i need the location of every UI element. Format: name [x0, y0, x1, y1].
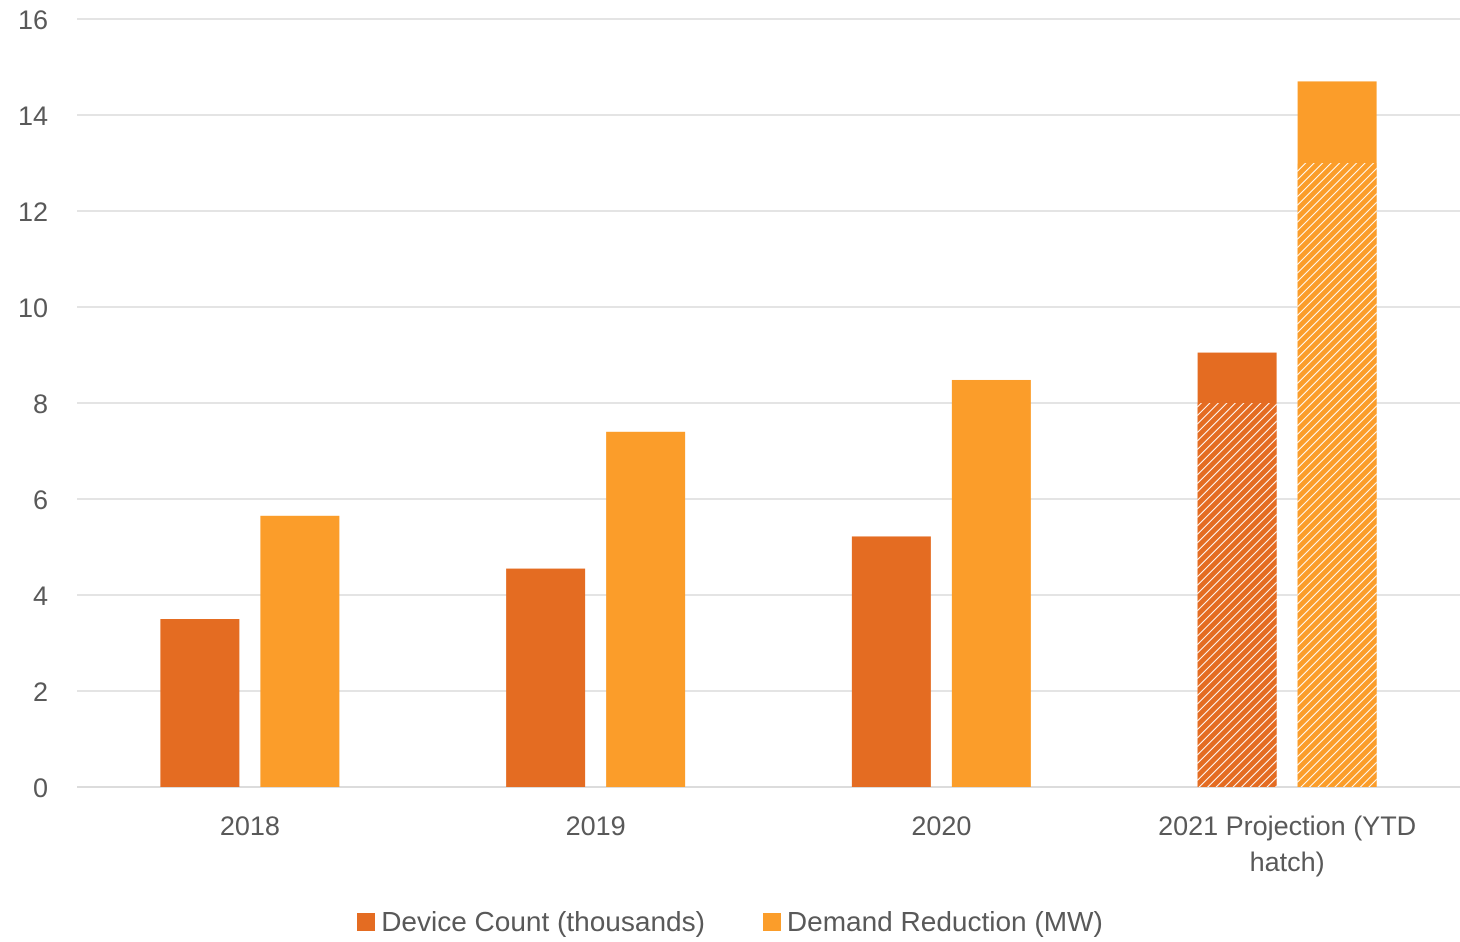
- legend: Device Count (thousands) Demand Reductio…: [0, 902, 1460, 942]
- bar-demand-reduction-mw-2018: [260, 515, 340, 787]
- bar-demand-reduction-mw-2019: [606, 431, 686, 787]
- x-tick-label-2020: 2020: [911, 811, 971, 841]
- y-tick-label-14: 14: [18, 101, 48, 131]
- legend-item-demand-reduction: Demand Reduction (MW): [762, 906, 1103, 938]
- y-tick-label-16: 16: [18, 5, 48, 35]
- y-tick-label-12: 12: [18, 197, 48, 227]
- x-tick-label-2018: 2018: [220, 811, 280, 841]
- legend-swatch-demand-reduction: [762, 913, 781, 931]
- bars: [160, 81, 1377, 787]
- y-tick-label-4: 4: [33, 581, 48, 611]
- y-tick-label-0: 0: [33, 773, 48, 803]
- bar-demand-reduction-mw-2020: [951, 379, 1031, 787]
- legend-item-device-count: Device Count (thousands): [357, 906, 705, 938]
- x-tick-label-2019: 2019: [566, 811, 626, 841]
- bar-ytd-hatch-device-count-thousands-2021-projection-ytd-hatch: [1197, 403, 1277, 787]
- legend-swatch-device-count: [357, 913, 376, 931]
- legend-label-device-count: Device Count (thousands): [381, 906, 705, 937]
- x-tick-label-2021-projection-ytd-hatch: 2021 Projection (YTD hatch): [1158, 811, 1416, 877]
- y-tick-label-10: 10: [18, 293, 48, 323]
- bar-device-count-thousands-2020: [851, 536, 931, 787]
- bar-device-count-thousands-2018: [160, 619, 240, 787]
- bar-device-count-thousands-2019: [506, 568, 586, 787]
- legend-label-demand-reduction: Demand Reduction (MW): [786, 906, 1103, 937]
- x-axis: 2018 2019 2020 2021 Projection (YTD hatch): [220, 811, 1416, 877]
- y-axis: 0 2 4 6 8 10 12 14 16: [18, 5, 48, 803]
- y-tick-label-2: 2: [33, 677, 48, 707]
- y-tick-label-6: 6: [33, 485, 48, 515]
- y-tick-label-8: 8: [33, 389, 48, 419]
- bar-ytd-hatch-demand-reduction-mw-2021-projection-ytd-hatch: [1297, 163, 1377, 787]
